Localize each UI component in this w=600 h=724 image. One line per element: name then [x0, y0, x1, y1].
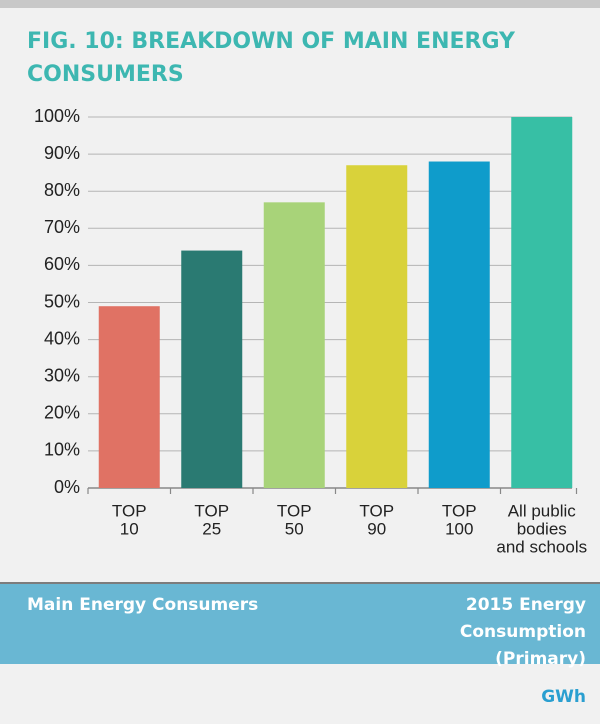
bar	[346, 165, 408, 489]
x-tick-label: TOP	[277, 501, 312, 520]
chart-title: CONSUMERS	[27, 62, 184, 87]
y-tick-label: 90%	[44, 143, 80, 163]
y-tick-label: 80%	[44, 180, 80, 200]
y-tick-label: 100%	[34, 106, 80, 126]
x-tick-label: All public	[508, 501, 577, 520]
bar	[511, 117, 573, 488]
chart-title: FIG. 10: BREAKDOWN OF MAIN ENERGY	[27, 29, 516, 54]
y-tick-label: 70%	[44, 217, 80, 237]
table-header-right: Consumption	[460, 622, 586, 642]
table-header-right: 2015 Energy	[466, 595, 586, 615]
y-tick-label: 10%	[44, 440, 80, 460]
x-tick-label: TOP	[112, 501, 147, 520]
bar	[181, 250, 243, 488]
x-tick-label: 10	[120, 519, 139, 538]
y-tick-label: 0%	[54, 477, 80, 497]
y-tick-label: 40%	[44, 328, 80, 348]
table-header	[0, 584, 600, 664]
bar	[98, 306, 160, 488]
table-header-right: (Primary)	[495, 649, 586, 669]
y-tick-label: 50%	[44, 291, 80, 311]
x-tick-label: 50	[285, 519, 304, 538]
top-bar	[0, 0, 600, 8]
bar	[263, 202, 325, 488]
x-tick-label: TOP	[442, 501, 477, 520]
bar	[428, 161, 490, 488]
y-tick-label: 30%	[44, 365, 80, 385]
table-header-left: Main Energy Consumers	[27, 595, 258, 615]
x-tick-label: 25	[202, 519, 221, 538]
x-tick-label: and schools	[496, 537, 587, 556]
x-tick-label: TOP	[359, 501, 394, 520]
y-tick-label: 60%	[44, 254, 80, 274]
y-tick-label: 20%	[44, 403, 80, 423]
x-tick-label: bodies	[517, 519, 567, 538]
x-tick-label: TOP	[194, 501, 229, 520]
unit-label: GWh	[541, 687, 586, 707]
x-tick-label: 90	[367, 519, 386, 538]
x-tick-label: 100	[445, 519, 473, 538]
